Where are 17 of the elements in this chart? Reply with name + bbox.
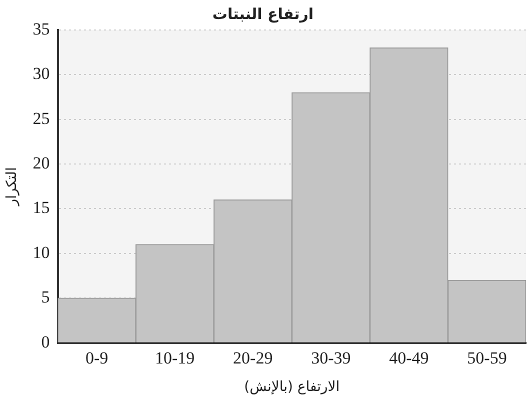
y-tick-label: 25: [32, 108, 50, 128]
x-tick-label: 10-19: [155, 348, 195, 368]
x-tick-label: 0-9: [85, 348, 108, 368]
chart-title: ارتفاع النبتات: [212, 4, 314, 23]
y-tick-label: 35: [32, 19, 50, 38]
y-tick-label: 5: [41, 288, 50, 307]
x-axis-title: الارتفاع (بالإنش): [244, 379, 340, 396]
x-tick-label: 30-39: [311, 348, 351, 368]
y-tick-label: 10: [32, 242, 50, 262]
y-tick-label: 15: [32, 198, 50, 218]
y-axis-title: التكرار: [4, 167, 20, 207]
x-tick-label: 20-29: [233, 348, 273, 368]
y-tick-label: 30: [32, 64, 50, 84]
x-tick-label: 50-59: [467, 348, 507, 368]
x-tick-label: 40-49: [389, 348, 429, 368]
y-tick-label: 0: [41, 332, 50, 352]
y-tick-label: 20: [32, 154, 50, 173]
